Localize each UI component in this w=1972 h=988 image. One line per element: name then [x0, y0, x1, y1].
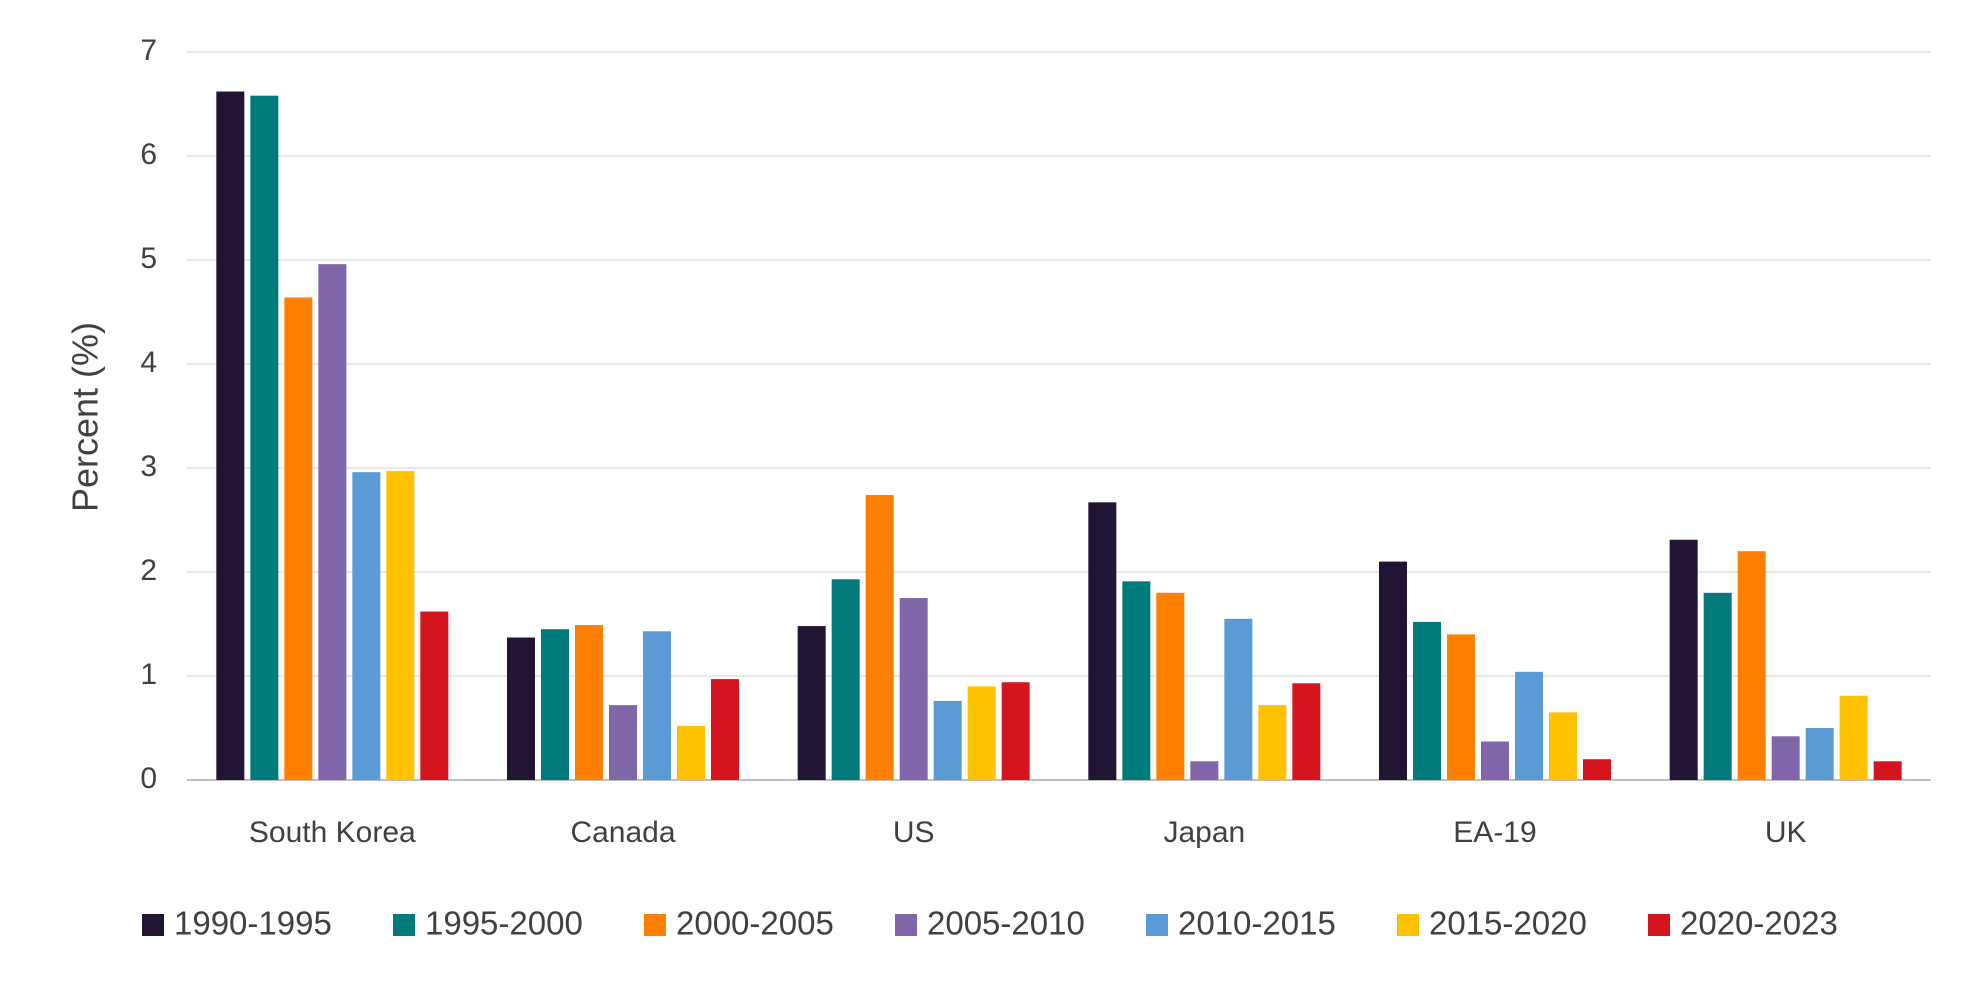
- bar: [1379, 561, 1407, 780]
- y-tick-label: 1: [140, 658, 157, 691]
- bar: [1583, 759, 1611, 780]
- bar: [865, 495, 894, 780]
- bar: [1515, 671, 1543, 780]
- bar: [541, 629, 569, 780]
- bar: [284, 297, 313, 780]
- y-tick-label: 7: [140, 34, 157, 67]
- bar: [677, 725, 705, 780]
- bar: [1669, 539, 1698, 780]
- x-tick-label: Japan: [1163, 816, 1245, 849]
- legend-swatch: [393, 914, 415, 936]
- bar: [250, 95, 279, 781]
- bar: [1413, 621, 1441, 780]
- legend-label: 1990-1995: [174, 905, 332, 942]
- bar: [1156, 592, 1185, 780]
- x-tick-label: US: [893, 816, 935, 849]
- bar: [1737, 551, 1766, 780]
- bar: [386, 471, 415, 780]
- y-tick-label: 4: [140, 346, 157, 379]
- bar: [1481, 741, 1509, 780]
- y-tick-label: 3: [140, 450, 157, 483]
- bar: [420, 611, 449, 780]
- bar: [797, 626, 826, 780]
- bar: [831, 579, 860, 780]
- bar: [352, 472, 381, 780]
- legend-label: 2020-2023: [1680, 905, 1838, 942]
- bar: [1549, 712, 1577, 780]
- y-tick-label: 2: [140, 554, 157, 587]
- legend-swatch: [1648, 914, 1670, 936]
- bar: [216, 91, 245, 780]
- bar: [1447, 634, 1475, 780]
- legend-swatch: [142, 914, 164, 936]
- bar: [318, 264, 347, 780]
- legend-label: 2005-2010: [927, 905, 1085, 942]
- bar: [711, 679, 739, 780]
- bar: [1224, 618, 1253, 780]
- legend-swatch: [644, 914, 666, 936]
- legend-swatch: [1397, 914, 1419, 936]
- x-tick-label: South Korea: [249, 816, 416, 849]
- legend-label: 2000-2005: [676, 905, 834, 942]
- bar: [1088, 502, 1117, 780]
- x-tick-label: EA-19: [1453, 816, 1536, 849]
- bar: [1122, 581, 1151, 780]
- x-tick-label: Canada: [570, 816, 675, 849]
- bar: [1258, 705, 1287, 780]
- bar: [1190, 761, 1219, 780]
- legend-label: 2015-2020: [1429, 905, 1587, 942]
- bar: [933, 700, 962, 780]
- bar: [1703, 592, 1732, 780]
- bar: [899, 598, 928, 780]
- legend-label: 1995-2000: [425, 905, 583, 942]
- y-tick-label: 5: [140, 242, 157, 275]
- bar: [643, 631, 671, 780]
- legend-swatch: [1146, 914, 1168, 936]
- bar: [1771, 736, 1800, 780]
- bar: [1292, 683, 1321, 780]
- bar: [609, 705, 637, 780]
- legend-label: 2010-2015: [1178, 905, 1336, 942]
- bar: [967, 686, 996, 780]
- y-tick-label: 0: [140, 762, 157, 795]
- bar: [1839, 695, 1868, 780]
- y-tick-label: 6: [140, 138, 157, 171]
- x-tick-label: UK: [1765, 816, 1807, 849]
- bar: [1873, 761, 1902, 780]
- bar: [575, 625, 603, 780]
- bar: [507, 637, 535, 780]
- legend-swatch: [895, 914, 917, 936]
- bar: [1001, 682, 1030, 780]
- y-axis-title: Percent (%): [65, 322, 106, 512]
- bar: [1805, 728, 1834, 780]
